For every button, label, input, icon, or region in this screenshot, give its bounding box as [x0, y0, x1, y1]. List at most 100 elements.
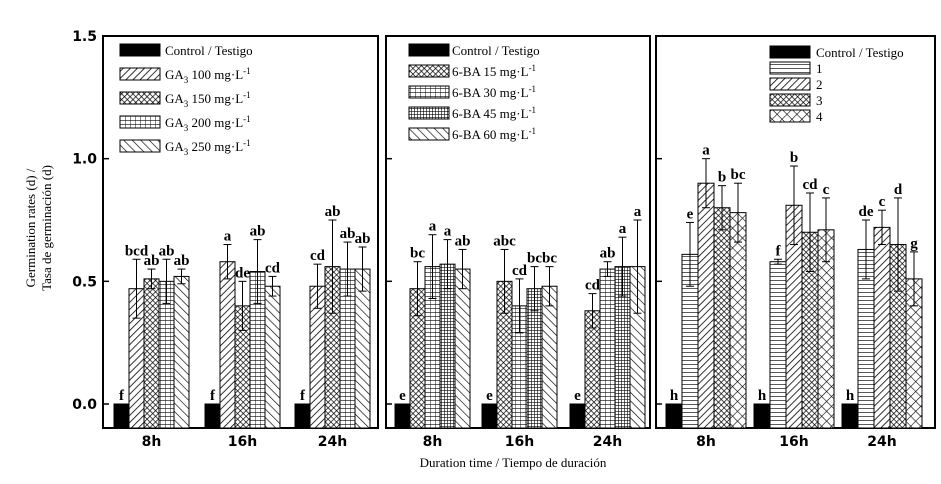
bar — [219, 261, 236, 429]
significance-letter: c — [823, 182, 830, 198]
significance-letter: ab — [144, 253, 160, 269]
significance-letter: de — [235, 265, 250, 281]
bar — [143, 278, 160, 429]
legend-swatch — [119, 139, 161, 153]
significance-letter: cd — [585, 278, 601, 294]
legend-label: 6-BA 30 mg·L-1 — [452, 84, 536, 100]
legend-swatch — [769, 77, 811, 91]
y-axis-label-line1: Germination rates (d) / — [23, 168, 38, 287]
legend-swatch — [408, 43, 450, 57]
legend-swatch — [408, 127, 450, 141]
bar — [173, 275, 190, 429]
significance-letter: bc — [731, 167, 746, 183]
x-axis-label: Duration time / Tiempo de duración — [420, 455, 607, 470]
bar — [599, 268, 616, 429]
legend-label: Control / Testigo — [816, 45, 904, 60]
significance-letter: abc — [493, 233, 516, 249]
x-tick-label: 24h — [318, 434, 347, 450]
panel-1: 0.00.51.01.58hfbcdababab16hfadeabcd24hfc… — [72, 29, 379, 450]
legend-swatch — [119, 67, 161, 81]
legend-label: 1 — [816, 61, 823, 76]
significance-letter: de — [859, 204, 874, 220]
legend-swatch — [769, 45, 811, 59]
legend: Control / Testigo 6-BA 15 mg·L-1 6-BA 30 m… — [408, 43, 540, 142]
x-tick-label: 24h — [593, 434, 622, 450]
legend-swatch — [119, 115, 161, 129]
legend-label: Control / Testigo — [165, 43, 253, 58]
significance-letter: e — [687, 206, 694, 222]
legend-swatch — [408, 64, 450, 78]
legend-swatch — [408, 85, 450, 99]
significance-letter: ab — [600, 246, 616, 262]
significance-letter: f — [210, 388, 216, 404]
legend-label: GA3 250 mg·L-1 — [165, 138, 251, 157]
significance-letter: a — [634, 204, 642, 220]
significance-letter: h — [846, 388, 855, 404]
significance-letter: ab — [174, 253, 190, 269]
bar — [873, 226, 891, 429]
legend-swatch — [769, 109, 811, 123]
significance-letter: cd — [265, 260, 281, 276]
significance-letter: cd — [803, 177, 819, 193]
significance-letter: bc — [542, 251, 557, 267]
y-axis-label-line2: Tasa de germinación (d) — [39, 165, 54, 291]
significance-letter: c — [879, 194, 886, 210]
significance-letter: g — [910, 236, 918, 252]
significance-letter: bc — [410, 246, 425, 262]
significance-letter: bc — [527, 251, 542, 267]
significance-letter: ab — [340, 226, 356, 242]
bar — [294, 403, 311, 429]
bar — [454, 268, 471, 429]
significance-letter: e — [399, 388, 406, 404]
bar — [729, 212, 747, 429]
bar — [569, 403, 586, 429]
significance-letter: a — [429, 219, 437, 235]
significance-letter: ab — [325, 204, 341, 220]
significance-letter: a — [619, 221, 627, 237]
bar — [769, 261, 787, 429]
significance-letter: h — [758, 388, 767, 404]
bar — [541, 285, 558, 429]
legend-label: 3 — [816, 93, 823, 108]
y-tick-label: 1.0 — [72, 152, 97, 168]
significance-letter: cd — [310, 248, 326, 264]
significance-letter: f — [119, 388, 125, 404]
legend: Control / Testigo GA3 100 mg·L-1 GA3 150 m… — [119, 43, 253, 157]
x-tick-label: 24h — [867, 434, 896, 450]
y-tick-label: 0.5 — [72, 274, 97, 290]
significance-letter: e — [574, 388, 581, 404]
y-tick-label: 1.5 — [72, 29, 97, 45]
significance-letter: bcd — [125, 243, 149, 259]
legend-label: 6-BA 15 mg·L-1 — [452, 63, 536, 79]
bar — [665, 403, 683, 429]
legend-swatch — [119, 43, 161, 57]
x-tick-label: 8h — [423, 434, 443, 450]
bar — [753, 403, 771, 429]
significance-letter: b — [718, 170, 726, 186]
significance-letter: a — [444, 224, 452, 240]
legend-swatch — [769, 93, 811, 107]
significance-letter: a — [702, 143, 710, 159]
chart-panels: 0.00.51.01.58hfbcdababab16hfadeabcd24hfc… — [72, 29, 936, 450]
significance-letter: ab — [159, 243, 175, 259]
significance-letter: ab — [455, 233, 471, 249]
x-tick-label: 16h — [505, 434, 534, 450]
bar — [204, 403, 221, 429]
bar — [394, 403, 411, 429]
bar — [113, 403, 130, 429]
x-tick-label: 16h — [228, 434, 257, 450]
legend-label: 6-BA 45 mg·L-1 — [452, 105, 536, 121]
bar — [697, 182, 715, 429]
bar — [841, 403, 859, 429]
significance-letter: d — [894, 182, 903, 198]
significance-letter: f — [776, 243, 782, 259]
legend-swatch — [408, 106, 450, 120]
significance-letter: b — [790, 150, 798, 166]
legend-label: GA3 100 mg·L-1 — [165, 66, 251, 85]
bar — [713, 207, 731, 429]
legend-swatch — [119, 91, 161, 105]
legend-label: GA3 200 mg·L-1 — [165, 114, 251, 133]
